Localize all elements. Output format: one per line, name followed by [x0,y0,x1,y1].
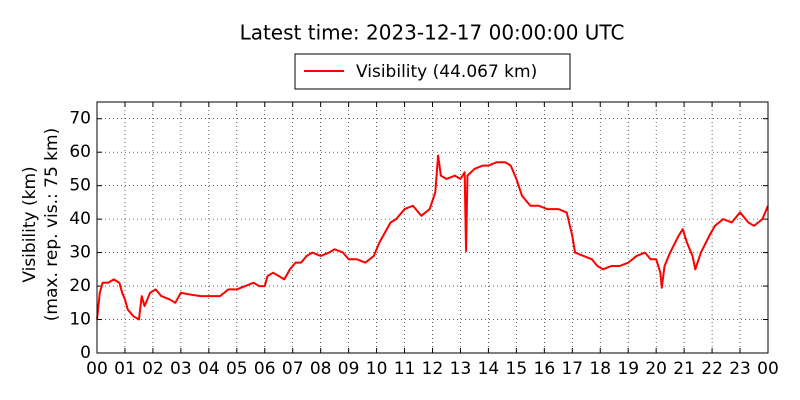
y-axis-label: (max. rep. vis.: 75 km) [42,128,62,321]
series-line [96,154,769,321]
y-axis-label: Visibility (km) [20,166,40,282]
x-tick-label: 04 [198,359,220,379]
x-tick-label: 15 [506,359,528,379]
x-tick-label: 12 [422,359,444,379]
x-tick-label: 05 [226,359,248,379]
x-tick-label: 16 [534,359,556,379]
y-tick-label: 50 [69,176,91,196]
legend-label: Visibility (44.067 km) [356,62,537,82]
x-tick-label: 01 [114,359,136,379]
x-tick-label: 14 [478,359,500,379]
plot-frame [96,101,769,354]
y-tick-label: 60 [69,142,91,162]
x-tick-label: 17 [561,359,583,379]
x-tick-label: 21 [673,359,695,379]
y-tick-label: 70 [69,109,91,129]
x-tick-label: 00 [757,359,779,379]
x-tick-label: 08 [310,359,332,379]
x-tick-label: 10 [366,359,388,379]
x-tick-label: 13 [450,359,472,379]
x-tick-label: 19 [617,359,639,379]
x-tick-label: 09 [338,359,360,379]
x-tick-label: 02 [142,359,164,379]
y-tick-label: 20 [69,276,91,296]
y-tick-label: 30 [69,243,91,263]
x-tick-label: 11 [394,359,416,379]
x-tick-label: 06 [254,359,276,379]
y-tick-label: 0 [80,343,91,363]
y-tick-label: 40 [69,209,91,229]
x-tick-label: 03 [170,359,192,379]
x-tick-label: 07 [282,359,304,379]
x-tick-label: 00 [86,359,108,379]
x-tick-label: 22 [701,359,723,379]
chart-title: Latest time: 2023-12-17 00:00:00 UTC [240,21,625,45]
y-tick-label: 10 [69,310,91,330]
x-tick-label: 20 [645,359,667,379]
x-tick-label: 18 [589,359,611,379]
x-tick-label: 23 [729,359,751,379]
